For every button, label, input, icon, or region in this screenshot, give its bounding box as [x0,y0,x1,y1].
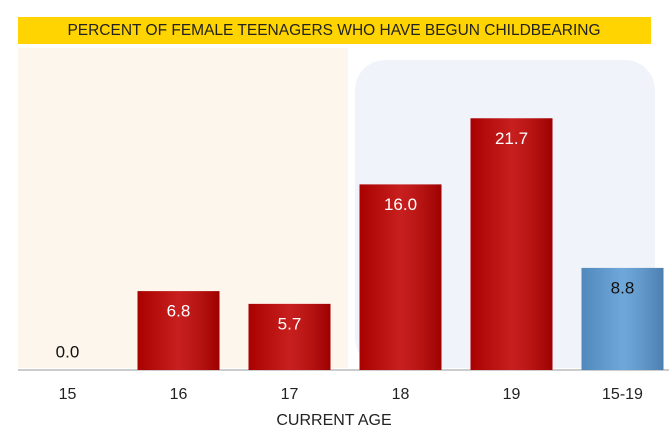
value-label: 5.7 [278,314,302,333]
bar-shade [470,118,553,370]
value-label: 21.7 [495,129,528,148]
x-tick-label: 18 [392,386,410,403]
bar-shade [359,184,442,370]
value-label: 8.8 [611,278,635,297]
x-tick-label: 19 [503,386,521,403]
x-tick-label: 17 [281,386,299,403]
value-label: 6.8 [167,302,191,321]
x-tick-label: 15 [59,386,77,403]
x-axis-title: CURRENT AGE [276,412,391,429]
title-banner [18,17,651,44]
chart-title: PERCENT OF FEMALE TEENAGERS WHO HAVE BEG… [67,22,600,39]
bar-shade [248,303,331,370]
x-tick-label: 16 [170,386,188,403]
bar-shade [137,291,220,370]
value-label: 0.0 [56,342,80,361]
value-label: 16.0 [384,195,417,214]
x-tick-label: 15-19 [602,386,643,403]
bar-shade [581,267,664,370]
